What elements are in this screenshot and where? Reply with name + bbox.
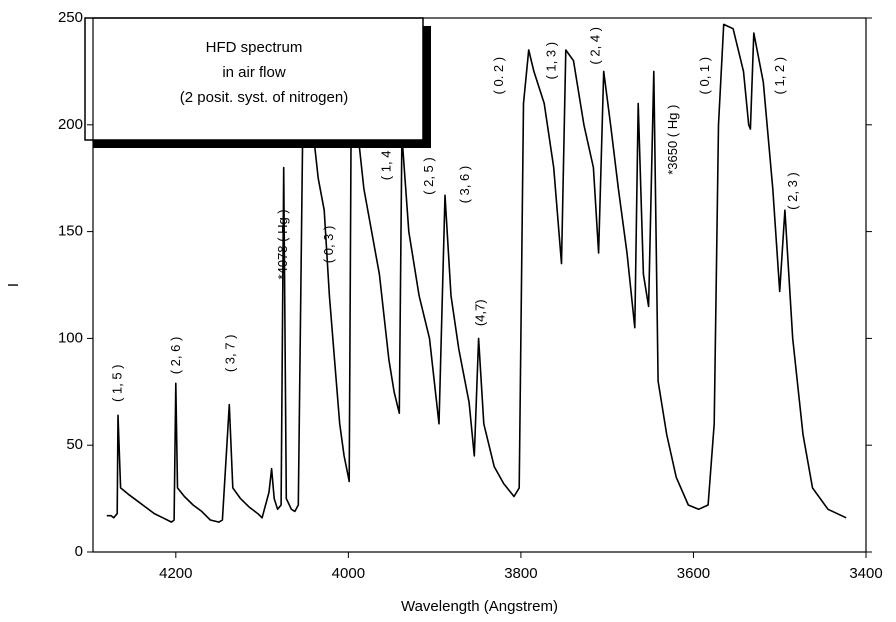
x-tick-label: 3400 [849,565,882,582]
box-text: (2 posit. syst. of nitrogen) [180,89,348,106]
annotation: ( 0, 1 ) [697,57,712,95]
annotation: ( 2, 4 ) [587,27,602,65]
annotation: ( 2, 3 ) [785,172,800,210]
annotation: ( 0, 3 ) [321,226,336,264]
annotation: ( 1, 4 [379,151,394,181]
annotation: *3650 ( Hg ) [665,105,680,175]
x-axis-label: Wavelength (Angstrem) [401,598,558,615]
y-axis-label: I [5,283,22,287]
annotation: *4078 ( Hg ) [275,209,290,279]
annotation: (4,7) [473,299,488,326]
annotation: ( 3, 6 ) [457,166,472,204]
annotation: ( 1, 5 ) [109,364,124,402]
x-tick-label: 3600 [677,565,710,582]
x-tick-label: 4000 [332,565,365,582]
annotation: ( 2, 6 ) [168,337,183,375]
annotation: ( 2, 5 ) [421,157,436,195]
y-tick-label: 150 [58,223,83,240]
y-tick-label: 50 [66,436,83,453]
box-text: in air flow [222,64,286,81]
annotation: ( 0. 2 ) [491,57,506,95]
x-tick-label: 4200 [159,565,192,582]
spectrum-line [106,23,847,523]
y-tick-label: 250 [58,9,83,26]
info-box [84,17,424,141]
x-tick-label: 3800 [504,565,537,582]
annotation: ( 1, 2 ) [772,57,787,95]
annotation: ( 3, 7 ) [222,335,237,373]
plot-frame [92,17,867,553]
annotation: ( 1, 3 ) [543,42,558,80]
y-tick-label: 100 [58,329,83,346]
box-text: HFD spectrum [206,39,303,56]
y-tick-label: 0 [75,543,83,560]
y-tick-label: 200 [58,116,83,133]
